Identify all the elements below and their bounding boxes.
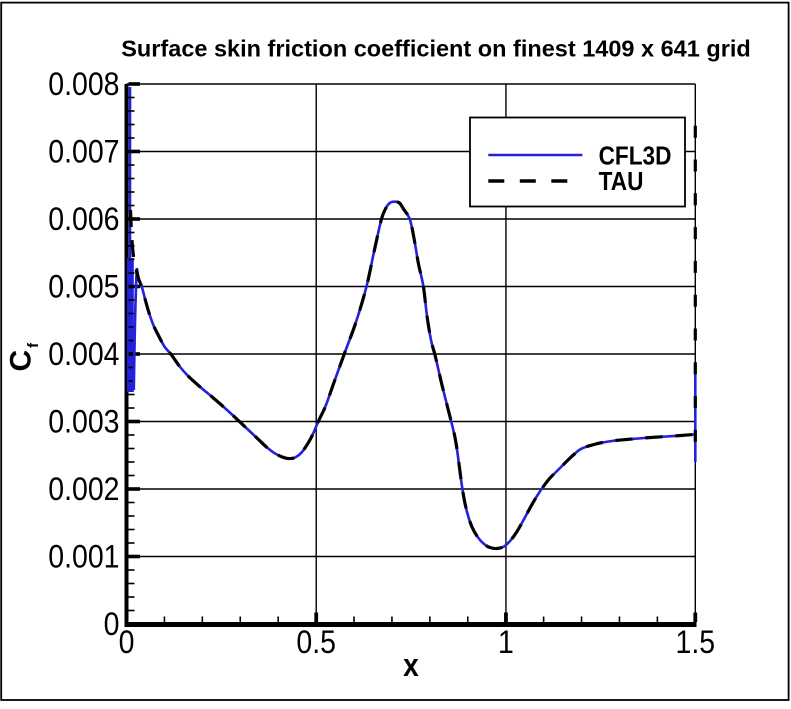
svg-text:0.006: 0.006 <box>48 203 119 238</box>
svg-text:0.004: 0.004 <box>48 338 119 373</box>
svg-text:0.5: 0.5 <box>296 626 336 661</box>
svg-text:x: x <box>403 648 419 683</box>
svg-text:CFL3D: CFL3D <box>599 142 672 171</box>
svg-text:0.008: 0.008 <box>48 68 119 103</box>
svg-text:0.005: 0.005 <box>48 270 119 305</box>
svg-text:0.002: 0.002 <box>48 473 119 508</box>
svg-text:1: 1 <box>498 626 514 661</box>
svg-text:0.007: 0.007 <box>48 135 119 170</box>
svg-text:0: 0 <box>119 626 135 661</box>
svg-text:Surface skin friction coeffici: Surface skin friction coefficient on fin… <box>121 36 750 62</box>
svg-text:1.5: 1.5 <box>676 626 716 661</box>
svg-text:0.003: 0.003 <box>48 405 119 440</box>
svg-text:0.001: 0.001 <box>48 540 119 575</box>
svg-text:0: 0 <box>104 608 120 643</box>
svg-text:TAU: TAU <box>599 168 644 197</box>
